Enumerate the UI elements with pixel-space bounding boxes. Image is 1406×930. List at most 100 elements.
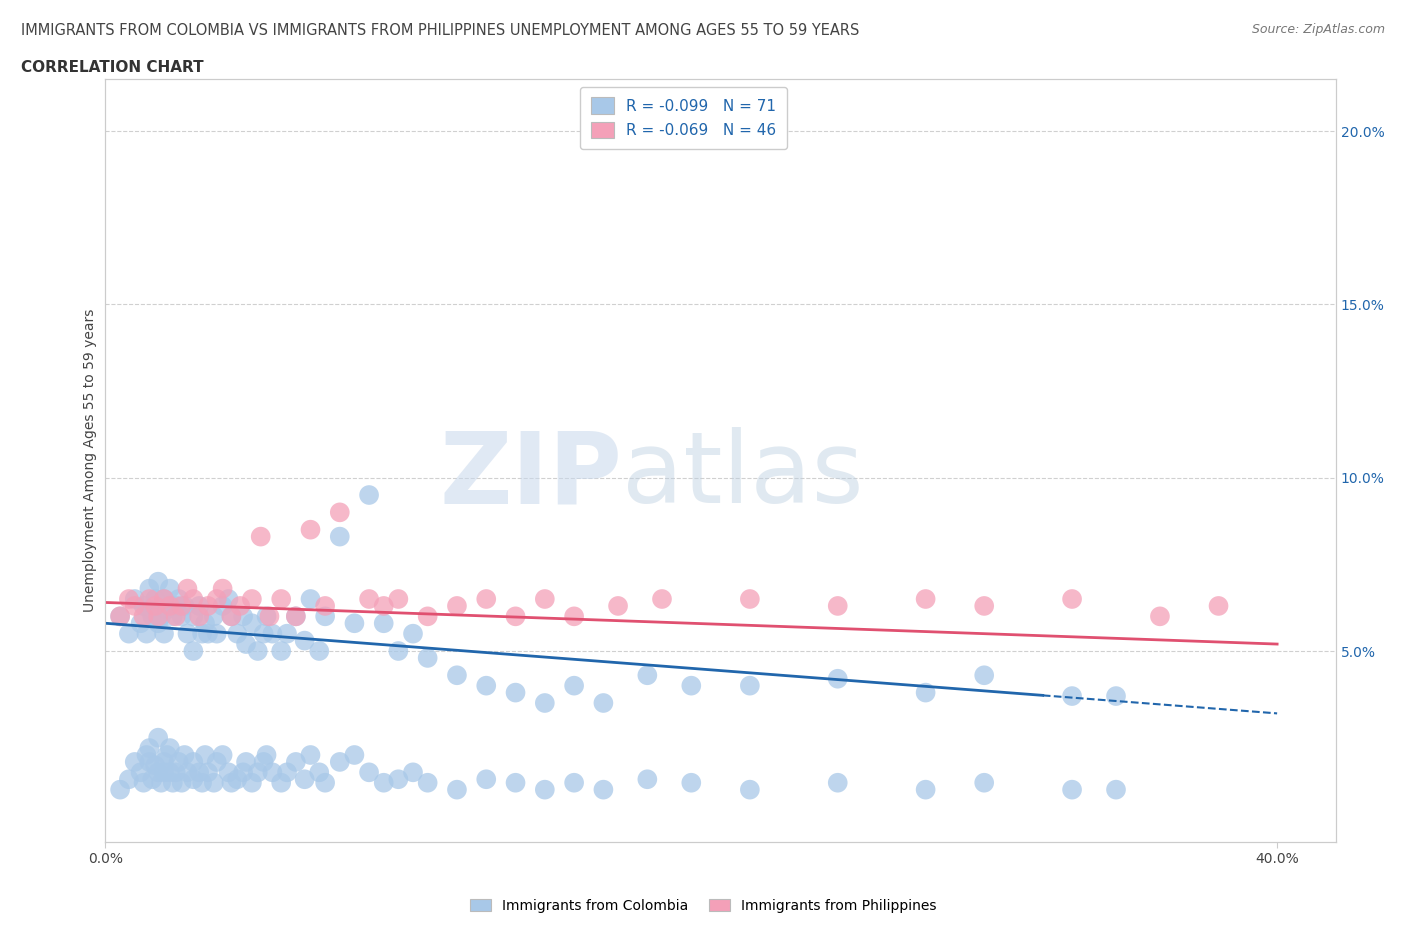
Point — [218, 591, 240, 606]
Text: atlas: atlas — [621, 427, 863, 525]
Point — [202, 776, 225, 790]
Point — [148, 764, 170, 779]
Point — [235, 637, 257, 652]
Point — [194, 748, 217, 763]
Point — [387, 644, 409, 658]
Point — [827, 776, 849, 790]
Point — [914, 685, 936, 700]
Point — [276, 626, 298, 641]
Point — [118, 591, 141, 606]
Point — [132, 776, 155, 790]
Point — [505, 609, 527, 624]
Point — [329, 529, 352, 544]
Point — [108, 782, 131, 797]
Point — [314, 609, 336, 624]
Point — [221, 776, 243, 790]
Point — [148, 616, 170, 631]
Point — [284, 609, 307, 624]
Y-axis label: Unemployment Among Ages 55 to 59 years: Unemployment Among Ages 55 to 59 years — [83, 309, 97, 612]
Point — [167, 754, 190, 769]
Point — [416, 609, 439, 624]
Point — [738, 678, 761, 693]
Point — [387, 772, 409, 787]
Point — [153, 764, 176, 779]
Point — [1208, 599, 1230, 614]
Point — [505, 685, 527, 700]
Point — [827, 599, 849, 614]
Point — [143, 758, 166, 773]
Point — [475, 591, 498, 606]
Point — [973, 776, 995, 790]
Point — [170, 599, 193, 614]
Point — [138, 740, 160, 755]
Text: ZIP: ZIP — [439, 427, 621, 525]
Point — [308, 764, 330, 779]
Point — [138, 754, 160, 769]
Point — [533, 696, 555, 711]
Point — [256, 609, 278, 624]
Point — [226, 626, 249, 641]
Point — [262, 626, 284, 641]
Point — [162, 609, 184, 624]
Point — [191, 626, 214, 641]
Point — [150, 776, 173, 790]
Point — [159, 581, 181, 596]
Point — [156, 748, 179, 763]
Point — [205, 591, 228, 606]
Point — [138, 591, 160, 606]
Point — [162, 776, 184, 790]
Point — [108, 609, 131, 624]
Point — [232, 609, 254, 624]
Point — [188, 609, 211, 624]
Point — [170, 609, 193, 624]
Text: Source: ZipAtlas.com: Source: ZipAtlas.com — [1251, 23, 1385, 36]
Point — [343, 748, 366, 763]
Point — [240, 776, 263, 790]
Point — [329, 754, 352, 769]
Point — [202, 609, 225, 624]
Point — [533, 782, 555, 797]
Legend: Immigrants from Colombia, Immigrants from Philippines: Immigrants from Colombia, Immigrants fro… — [464, 894, 942, 919]
Point — [118, 772, 141, 787]
Point — [159, 740, 181, 755]
Point — [143, 591, 166, 606]
Point — [284, 609, 307, 624]
Point — [221, 609, 243, 624]
Point — [562, 678, 585, 693]
Point — [914, 782, 936, 797]
Point — [135, 748, 157, 763]
Point — [359, 487, 381, 502]
Point — [651, 591, 673, 606]
Point — [636, 772, 658, 787]
Point — [827, 671, 849, 686]
Point — [124, 754, 146, 769]
Point — [211, 581, 233, 596]
Point — [194, 616, 217, 631]
Point — [197, 599, 219, 614]
Point — [240, 591, 263, 606]
Point — [592, 696, 614, 711]
Point — [738, 591, 761, 606]
Point — [259, 609, 281, 624]
Point — [373, 599, 395, 614]
Point — [299, 523, 322, 538]
Point — [402, 626, 425, 641]
Point — [188, 599, 211, 614]
Point — [607, 599, 630, 614]
Point — [129, 616, 152, 631]
Point — [141, 609, 163, 624]
Point — [240, 616, 263, 631]
Point — [359, 591, 381, 606]
Point — [173, 599, 195, 614]
Point — [270, 591, 292, 606]
Point — [416, 650, 439, 665]
Point — [270, 644, 292, 658]
Point — [205, 754, 228, 769]
Point — [416, 776, 439, 790]
Point — [249, 529, 271, 544]
Point — [562, 609, 585, 624]
Point — [183, 644, 205, 658]
Point — [165, 609, 187, 624]
Point — [681, 678, 703, 693]
Point — [148, 574, 170, 589]
